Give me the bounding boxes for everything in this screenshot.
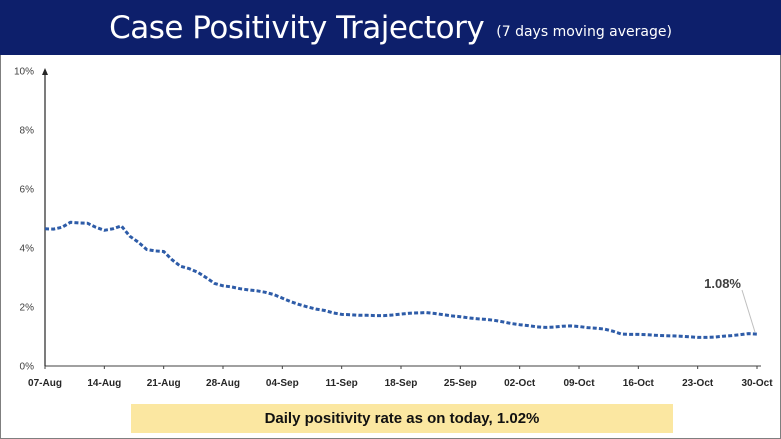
title-bar: Case Positivity Trajectory (7 days movin…	[0, 0, 781, 55]
line-chart: 0% 2% 4% 6% 8% 10% 07-Aug 14-Aug 21-Aug 28-Aug 04-…	[14, 67, 773, 390]
y-tick-label: 8%	[20, 126, 35, 137]
x-tick-label: 21-Aug	[147, 378, 181, 389]
x-tick-label: 23-Oct	[682, 378, 714, 389]
footer-banner: Daily positivity rate as on today, 1.02%	[131, 404, 673, 433]
x-tick-label: 04-Sep	[266, 378, 299, 389]
x-tick-label: 11-Sep	[326, 378, 358, 389]
x-tick-label: 25-Sep	[444, 378, 477, 389]
x-tick-label: 30-Oct	[741, 378, 773, 389]
x-tick-label: 02-Oct	[504, 378, 536, 389]
x-tick-label: 09-Oct	[563, 378, 595, 389]
y-tick-label: 2%	[20, 303, 35, 314]
x-tick-label: 16-Oct	[623, 378, 655, 389]
x-tick-label: 07-Aug	[28, 378, 62, 389]
chart-title: Case Positivity Trajectory	[109, 9, 485, 46]
y-tick-label: 0%	[20, 362, 35, 373]
chart-subtitle: (7 days moving average)	[496, 24, 672, 40]
series-line-1	[44, 220, 758, 339]
y-axis-arrow-icon	[42, 68, 48, 75]
y-tick-label: 10%	[14, 67, 34, 78]
y-tick-label: 4%	[20, 244, 35, 255]
x-tick-label: 28-Aug	[206, 378, 240, 389]
annotation-leader-line	[741, 289, 756, 333]
x-tick-label: 18-Sep	[385, 378, 418, 389]
y-tick-label: 6%	[20, 185, 35, 196]
annotation-label: 1.08%	[704, 276, 741, 291]
x-tick-label: 14-Aug	[87, 378, 121, 389]
